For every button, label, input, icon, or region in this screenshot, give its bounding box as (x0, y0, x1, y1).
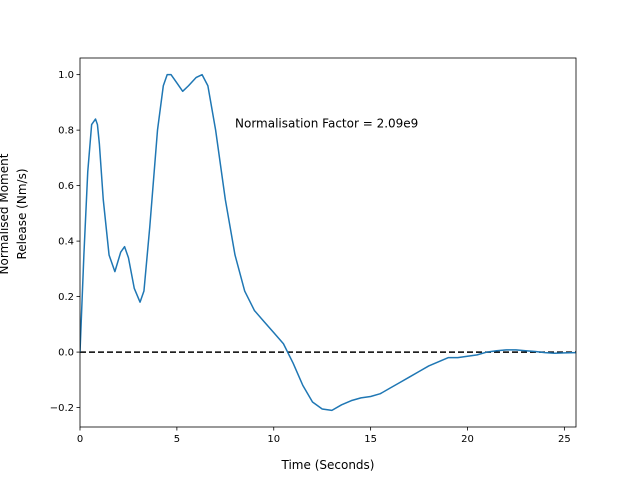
axes: 0 5 10 15 20 25 −0.2 0.0 0.2 0.4 0.6 0.8 1.0 (50, 57, 577, 445)
axes-frame (79, 57, 577, 428)
chart-annotation: Normalisation Factor = 2.09e9 (235, 116, 418, 130)
x-axis-label: Time (Seconds) (281, 458, 375, 472)
x-tick-label: 10 (267, 434, 280, 445)
y-axis-label-line-1: Normalised Moment (0, 153, 11, 274)
y-tick-label: 1.0 (58, 70, 74, 81)
plot-area (80, 73, 576, 412)
y-axis-label-line-2: Release (Nm/s) (15, 168, 29, 259)
y-axis-label: Normalised Moment Release (Nm/s) (0, 153, 29, 274)
y-tick-label: 0.4 (58, 237, 74, 248)
x-tick-label: 0 (77, 434, 83, 445)
y-tick-label: 0.6 (58, 181, 74, 192)
y-tick-label: −0.2 (50, 403, 74, 414)
x-tick-label: 25 (558, 434, 571, 445)
y-tick-label: 0.0 (58, 348, 74, 359)
x-tick-label: 20 (461, 434, 474, 445)
x-tick-label: 5 (174, 434, 180, 445)
x-tick-label: 15 (364, 434, 377, 445)
y-tick-label: 0.8 (58, 126, 74, 137)
series-line-0 (80, 73, 576, 412)
y-tick-label: 0.2 (58, 292, 74, 303)
